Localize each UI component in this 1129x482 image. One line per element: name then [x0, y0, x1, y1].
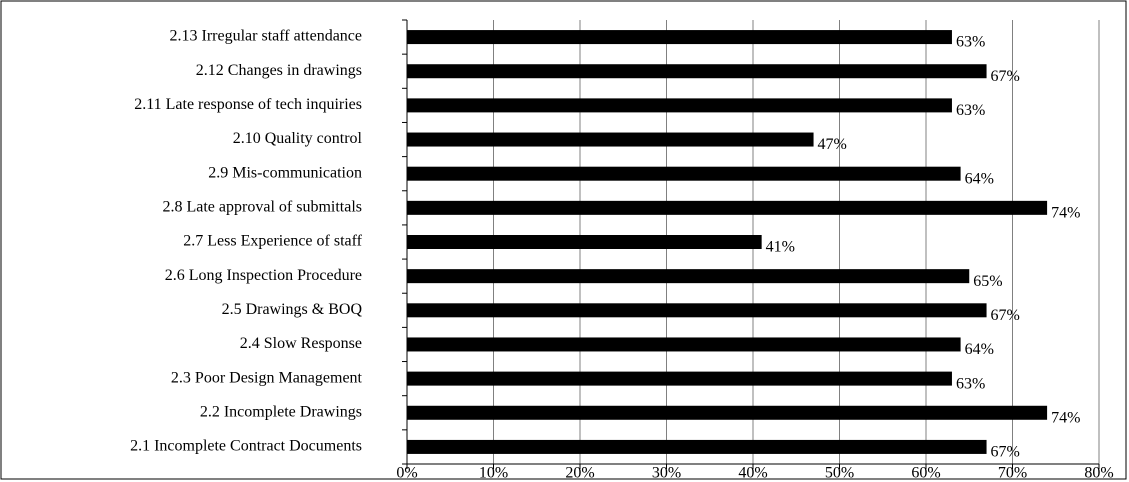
y-tick-label: 2.7 Less Experience of staff: [183, 233, 362, 250]
bar: [407, 166, 961, 181]
value-label: 64%: [965, 170, 994, 187]
x-tick-label: 80%: [1084, 465, 1113, 482]
bar: [407, 30, 952, 45]
x-tick-label: 20%: [565, 465, 594, 482]
bar: [407, 132, 814, 147]
y-tick-label: 2.9 Mis-communication: [208, 164, 362, 181]
y-tick-label: 2.12 Changes in drawings: [196, 62, 362, 79]
y-tick-label: 2.13 Irregular staff attendance: [170, 28, 363, 45]
x-tick-label: 30%: [652, 465, 681, 482]
bar: [407, 64, 987, 79]
bar: [407, 439, 987, 454]
x-tick-label: 10%: [479, 465, 508, 482]
bar: [407, 371, 952, 386]
bar: [407, 269, 970, 284]
value-label: 67%: [991, 307, 1020, 324]
y-tick-label: 2.4 Slow Response: [240, 335, 362, 352]
value-label: 47%: [818, 136, 847, 153]
y-tick-label: 2.5 Drawings & BOQ: [222, 301, 363, 318]
value-label: 74%: [1051, 205, 1080, 222]
y-tick-label: 2.3 Poor Design Management: [171, 369, 363, 386]
bar: [407, 303, 987, 318]
value-label: 67%: [991, 68, 1020, 85]
bar: [407, 337, 961, 352]
value-label: 64%: [965, 341, 994, 358]
value-label: 41%: [766, 239, 795, 256]
value-label: 63%: [956, 102, 985, 119]
bar: [407, 98, 952, 113]
value-label: 74%: [1051, 409, 1080, 426]
y-tick-label: 2.8 Late approval of submittals: [162, 199, 362, 216]
value-label: 67%: [991, 444, 1020, 461]
y-tick-label: 2.6 Long Inspection Procedure: [165, 267, 362, 284]
x-tick-label: 0%: [396, 465, 417, 482]
bar: [407, 405, 1048, 420]
y-tick-label: 2.10 Quality control: [233, 130, 363, 147]
x-tick-label: 70%: [998, 465, 1027, 482]
bar: [407, 200, 1048, 215]
value-label: 63%: [956, 375, 985, 392]
y-tick-label: 2.11 Late response of tech inquiries: [134, 96, 362, 113]
x-tick-label: 50%: [825, 465, 854, 482]
value-label: 65%: [973, 273, 1002, 290]
y-tick-label: 2.2 Incomplete Drawings: [200, 403, 362, 420]
value-label: 63%: [956, 34, 985, 51]
x-tick-label: 40%: [738, 465, 767, 482]
bar: [407, 235, 762, 249]
x-tick-label: 60%: [911, 465, 940, 482]
y-tick-label: 2.1 Incomplete Contract Documents: [130, 438, 362, 455]
